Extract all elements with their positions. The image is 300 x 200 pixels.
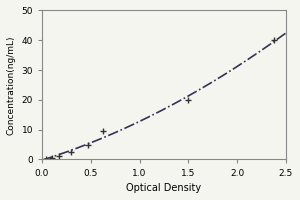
X-axis label: Optical Density: Optical Density: [126, 183, 202, 193]
Y-axis label: Concentration(ng/mL): Concentration(ng/mL): [7, 35, 16, 135]
